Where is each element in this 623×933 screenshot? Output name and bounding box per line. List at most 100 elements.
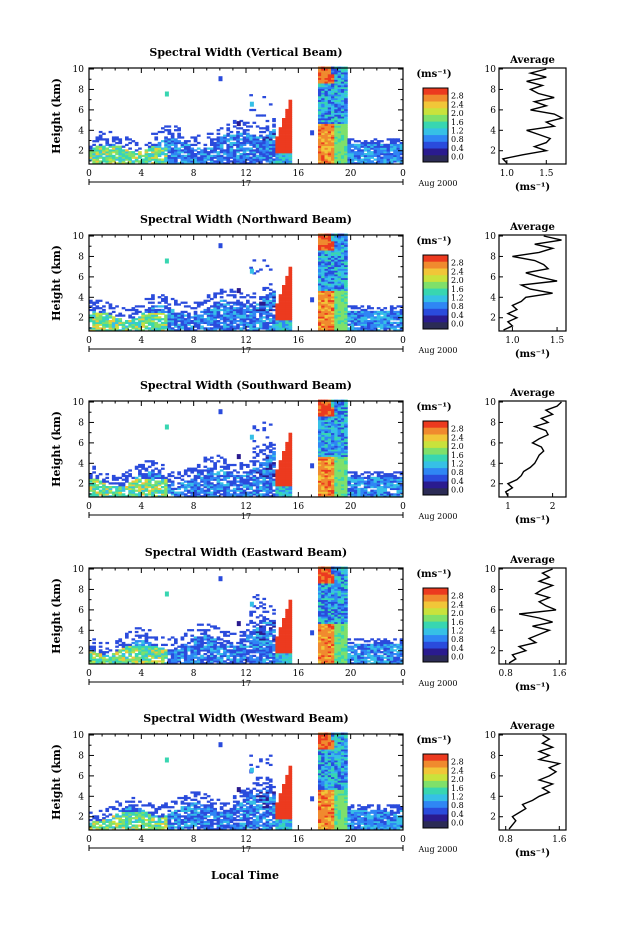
y-tick-label: 10 <box>73 65 85 75</box>
heatmap-cell <box>158 481 162 483</box>
heatmap-cell <box>223 157 227 159</box>
heatmap-cell <box>354 311 358 313</box>
heatmap-cell <box>190 144 194 146</box>
heatmap-cell <box>154 136 158 138</box>
heatmap-cell <box>272 124 276 126</box>
heatmap-cell <box>236 484 240 486</box>
heatmap-cell <box>237 121 241 126</box>
heatmap-cell <box>383 307 387 309</box>
heatmap-cell <box>161 486 165 488</box>
colorbar-tick-label: 0.4 <box>451 311 464 320</box>
heatmap-cell <box>204 475 208 477</box>
heatmap-cell <box>279 460 283 462</box>
heatmap-cell <box>397 322 401 324</box>
heatmap-cell <box>168 307 172 309</box>
heatmap-cell <box>210 468 214 470</box>
colorbar-swatch <box>423 269 448 276</box>
heatmap-cell <box>168 129 172 131</box>
heatmap-cell <box>207 300 211 302</box>
heatmap-cell <box>102 157 106 159</box>
x-tick-label: 0 <box>400 502 406 512</box>
heatmap-cell <box>226 302 230 304</box>
heatmap-cell <box>184 140 188 142</box>
heatmap-cell <box>226 127 230 129</box>
heatmap-cell <box>240 142 244 144</box>
heatmap-cell <box>141 159 145 161</box>
heatmap-cell <box>236 155 240 157</box>
heatmap-cell <box>272 490 276 492</box>
heatmap-cell <box>184 311 188 313</box>
heatmap-cell <box>230 490 234 492</box>
heatmap-cell <box>236 300 240 302</box>
heatmap-cell <box>184 318 188 320</box>
heatmap-cell <box>128 473 132 475</box>
colorbar-tick-label: 1.6 <box>451 118 464 127</box>
heatmap-cell <box>96 492 100 494</box>
heatmap-cell <box>145 144 149 146</box>
heatmap-cell <box>164 311 168 313</box>
avg-y-tick-label: 2 <box>490 147 496 157</box>
heatmap-cell <box>249 460 253 462</box>
heatmap-cell <box>161 131 165 133</box>
heatmap-cell <box>249 267 253 269</box>
heatmap-cell <box>364 477 368 479</box>
heatmap-cell <box>240 488 244 490</box>
heatmap-cell <box>259 493 263 495</box>
heatmap-cell <box>164 136 168 138</box>
heatmap-cell <box>272 291 276 293</box>
heatmap-cell <box>243 475 247 477</box>
heatmap-cell <box>262 259 266 261</box>
heatmap-cell <box>217 320 221 322</box>
heatmap-cell <box>253 475 257 477</box>
heatmap-cell <box>377 311 381 313</box>
heatmap-cell <box>197 302 201 304</box>
heatmap-cell <box>256 155 260 157</box>
heatmap-cell <box>204 490 208 492</box>
heatmap-cell <box>253 122 257 124</box>
heatmap-cell <box>138 316 142 318</box>
heatmap-cell <box>249 469 253 471</box>
heatmap-cell <box>194 302 198 304</box>
heatmap-cell <box>164 129 168 131</box>
heatmap-cell <box>351 305 355 307</box>
heatmap-cell <box>269 318 273 320</box>
heatmap-cell <box>249 296 253 298</box>
heatmap-cell <box>262 427 266 429</box>
colorbar-tick-label: 0.8 <box>451 135 464 144</box>
heatmap-cell <box>148 327 152 329</box>
heatmap-cell <box>213 302 217 304</box>
heatmap-cell <box>266 294 270 296</box>
x-tick-label: 8 <box>191 336 197 346</box>
heatmap-cell <box>190 307 194 309</box>
colorbar-tick-label: 2.8 <box>451 259 464 268</box>
heatmap-cell <box>285 276 289 278</box>
heatmap-cell <box>272 140 276 142</box>
heatmap-cell <box>204 318 208 320</box>
heatmap-cell <box>109 144 113 146</box>
heatmap-cell <box>243 122 247 124</box>
heatmap-cell <box>361 477 365 479</box>
heatmap-cell <box>187 468 191 470</box>
heatmap-cell <box>220 322 224 324</box>
heatmap-cell <box>197 157 201 159</box>
heatmap-cell <box>204 466 208 468</box>
heatmap-cell <box>262 96 266 98</box>
heatmap-cell <box>138 305 142 307</box>
y-tick-label: 2 <box>78 314 84 324</box>
average-title: Average <box>509 55 555 66</box>
heatmap-cell <box>249 477 253 479</box>
heatmap-cell <box>246 125 250 127</box>
heatmap-cell <box>269 103 273 105</box>
heatmap-cell <box>236 320 240 322</box>
heatmap-cell <box>158 469 162 471</box>
heatmap-cell <box>256 468 260 470</box>
heatmap-cell <box>249 309 253 311</box>
heatmap-cell <box>102 146 106 148</box>
heatmap-cell <box>145 326 149 328</box>
heatmap-cell <box>246 122 250 124</box>
heatmap-cell <box>259 462 263 464</box>
heatmap-cell <box>256 453 260 455</box>
heatmap-cell <box>181 492 185 494</box>
